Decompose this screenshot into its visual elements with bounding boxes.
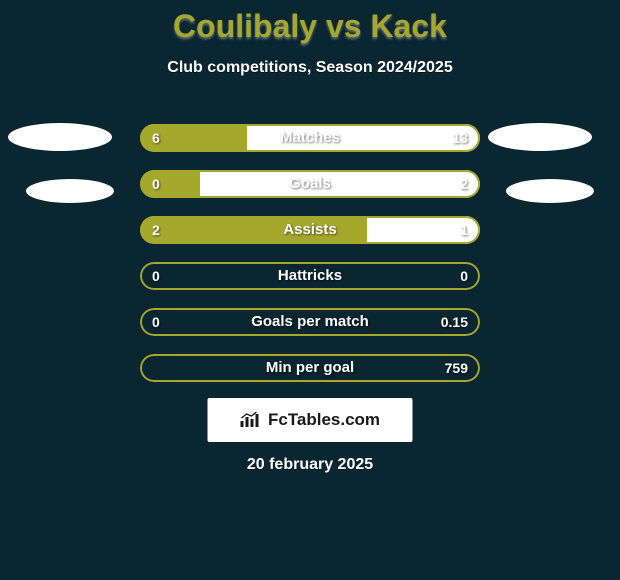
stat-bar-label: Hattricks — [140, 262, 480, 290]
stat-bar-label: Goals — [140, 170, 480, 198]
comparison-infographic: Coulibaly vs Kack Club competitions, Sea… — [0, 0, 620, 580]
date-label: 20 february 2025 — [0, 456, 620, 474]
watermark-text: FcTables.com — [268, 410, 380, 430]
player-placeholder-ellipse — [488, 123, 592, 151]
stat-bars: 613Matches 02Goals 21Assists 00Hattricks 00.… — [140, 124, 480, 400]
stat-bar-label: Goals per match — [140, 308, 480, 336]
stat-bar-label: Matches — [140, 124, 480, 152]
stat-bar-row: 21Assists — [140, 216, 480, 244]
stat-bar-row: 759Min per goal — [140, 354, 480, 382]
stat-bar-row: 00Hattricks — [140, 262, 480, 290]
watermark-chart-icon — [240, 411, 262, 429]
stat-bar-row: 613Matches — [140, 124, 480, 152]
stat-bar-row: 02Goals — [140, 170, 480, 198]
stat-bar-label: Min per goal — [140, 354, 480, 382]
player-placeholder-ellipse — [506, 179, 594, 203]
stat-bar-label: Assists — [140, 216, 480, 244]
player-placeholder-ellipse — [26, 179, 114, 203]
stat-bar-row: 00.15Goals per match — [140, 308, 480, 336]
page-title: Coulibaly vs Kack — [0, 0, 620, 45]
subtitle: Club competitions, Season 2024/2025 — [0, 59, 620, 77]
watermark-badge: FcTables.com — [208, 398, 413, 442]
player-placeholder-ellipse — [8, 123, 112, 151]
